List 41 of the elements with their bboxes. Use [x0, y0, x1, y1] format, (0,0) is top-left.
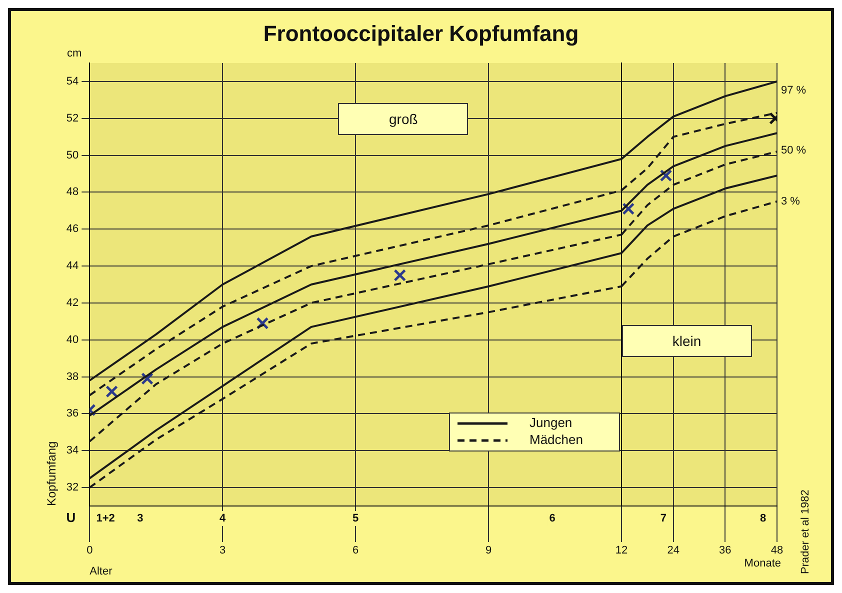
x-tick-label: 3 — [220, 544, 226, 557]
text: cm — [66, 48, 82, 60]
text: 3 — [137, 512, 144, 525]
y-tick-label: 44 — [66, 260, 79, 272]
y-tick-label: 34 — [66, 444, 79, 457]
text: 50 % — [781, 144, 806, 156]
x-tick-label: 9 — [485, 544, 492, 557]
label-box: klein — [622, 324, 752, 357]
text: 6 — [549, 512, 556, 525]
label-box: groß — [338, 102, 468, 135]
y-tick-label: 46 — [66, 223, 79, 236]
y-tick-label: 38 — [66, 370, 79, 383]
text: 4 — [220, 512, 227, 525]
legend-label: Jungen — [530, 415, 572, 430]
x-tick-label: 6 — [352, 544, 359, 557]
y-tick-label: 50 — [66, 149, 79, 162]
x-axis-title: Alter — [90, 565, 113, 578]
legend-label: Mädchen — [530, 432, 583, 448]
y-tick-label: 40 — [66, 334, 79, 346]
y-tick-label: 48 — [66, 186, 79, 198]
x-tick-label: 36 — [719, 544, 732, 557]
text: 8 — [760, 512, 766, 525]
x-tick-label: 12 — [615, 544, 628, 557]
text: 97 % — [781, 84, 806, 96]
text: U — [66, 510, 76, 526]
chart-title: Frontooccipitaler Kopfumfang — [262, 21, 580, 47]
x-tick-label: 48 — [770, 544, 784, 557]
y-tick-label: 52 — [66, 112, 79, 124]
text: Prader et al 1982 — [800, 490, 812, 574]
text: 1+2 — [96, 512, 115, 525]
x-tick-label: 24 — [667, 544, 680, 557]
y-tick-label: 42 — [66, 296, 79, 309]
text: Monate — [744, 558, 781, 570]
text: 3 % — [781, 196, 800, 208]
y-tick-label: 54 — [66, 75, 79, 88]
text: 7 — [660, 512, 667, 525]
text: 5 — [352, 512, 359, 525]
y-tick-label: 32 — [66, 482, 79, 494]
y-tick-label: 36 — [66, 408, 79, 420]
y-axis-title: Kopfumfang — [44, 441, 59, 506]
x-tick-label: 0 — [86, 544, 93, 557]
